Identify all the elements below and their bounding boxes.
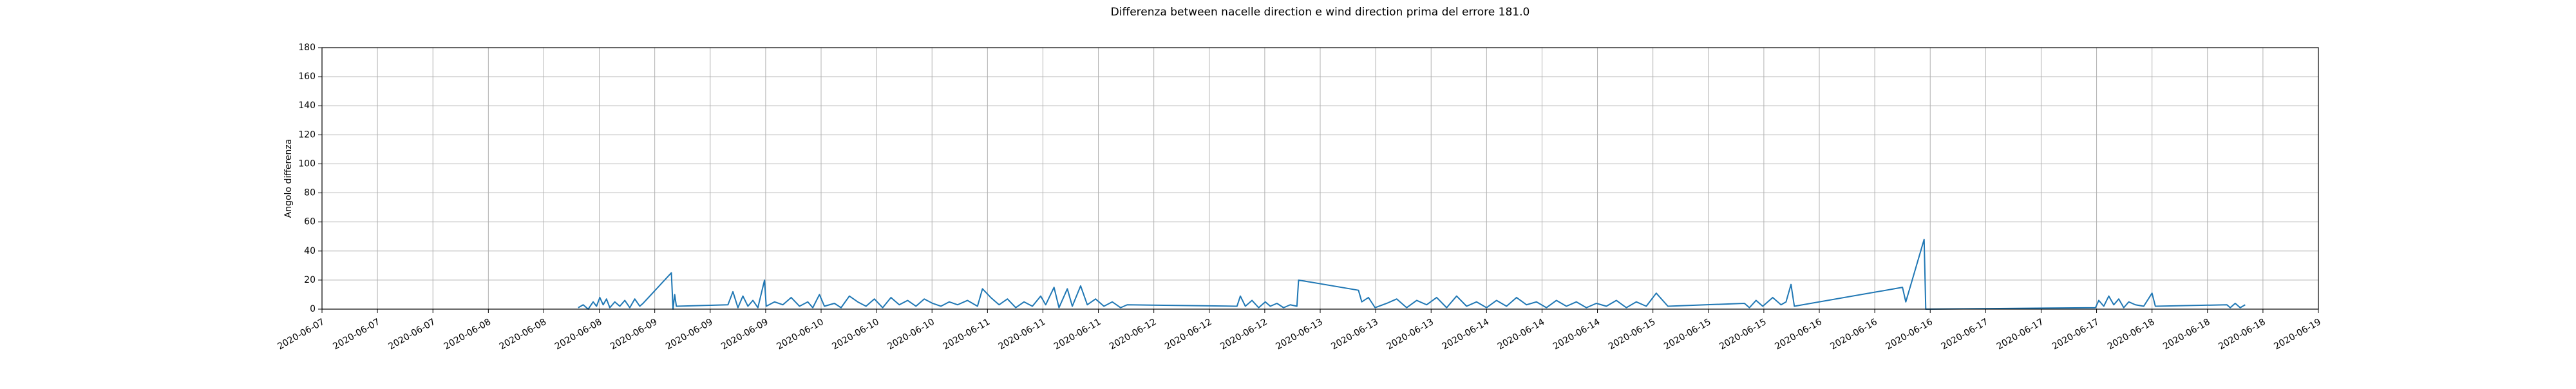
- y-tick-label: 60: [304, 217, 316, 227]
- plot-frame: [321, 47, 2319, 310]
- y-tick-label: 40: [304, 246, 316, 256]
- data-line: [578, 238, 2246, 310]
- y-tick-label: 120: [298, 129, 316, 140]
- y-tick-label: 80: [304, 188, 316, 198]
- y-tick-label: 140: [298, 100, 316, 111]
- y-tick-label: 180: [298, 43, 316, 53]
- y-axis-label: Angolo differenza: [283, 139, 294, 218]
- chart-title: Differenza between nacelle direction e w…: [1111, 6, 1530, 19]
- y-tick-label: 100: [298, 158, 316, 169]
- y-tick-label: 160: [298, 71, 316, 82]
- y-tick-label: 0: [310, 304, 316, 314]
- y-tick-label: 20: [304, 275, 316, 285]
